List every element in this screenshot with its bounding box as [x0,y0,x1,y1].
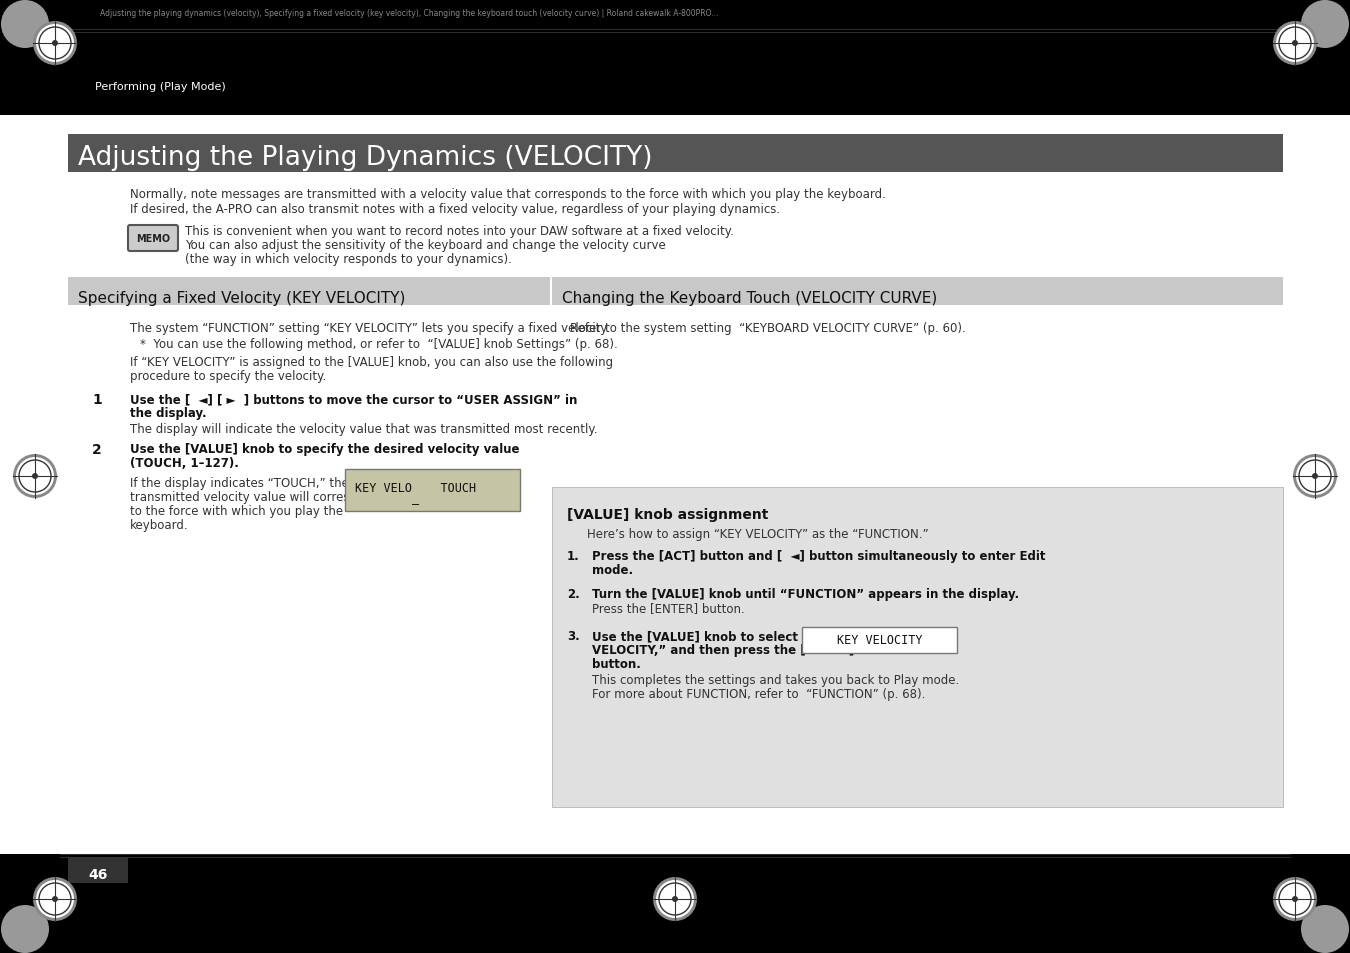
Bar [346,470,520,512]
Text: Press the [ACT] button and [  ◄] button simultaneously to enter Edit: Press the [ACT] button and [ ◄] button s… [593,550,1045,562]
Text: You can also adjust the sensitivity of the keyboard and change the velocity curv: You can also adjust the sensitivity of t… [185,239,666,252]
Text: 3.: 3. [567,629,579,642]
Circle shape [0,901,53,953]
Text: 1: 1 [92,393,101,407]
Text: keyboard.: keyboard. [130,518,189,532]
Text: VELOCITY,” and then press the [ENTER]: VELOCITY,” and then press the [ENTER] [593,643,855,657]
Text: to the force with which you play the: to the force with which you play the [130,504,343,517]
Text: Adjusting the playing dynamics (velocity), Specifying a fixed velocity (key velo: Adjusting the playing dynamics (velocity… [100,10,718,18]
Circle shape [1273,22,1318,66]
Text: 2: 2 [92,442,101,456]
Text: If the display indicates “TOUCH,” the: If the display indicates “TOUCH,” the [130,476,348,490]
Text: (TOUCH, 1–127).: (TOUCH, 1–127). [130,456,239,470]
Text: [VALUE] knob assignment: [VALUE] knob assignment [567,507,768,521]
Text: Changing the Keyboard Touch (VELOCITY CURVE): Changing the Keyboard Touch (VELOCITY CU… [562,291,937,305]
Text: This is convenient when you want to record notes into your DAW software at a fix: This is convenient when you want to reco… [185,225,734,237]
Text: mode.: mode. [593,563,633,577]
Text: KEY VELO    TOUCH: KEY VELO TOUCH [355,481,477,495]
FancyBboxPatch shape [128,226,178,252]
Circle shape [16,457,54,496]
Text: Turn the [VALUE] knob until “FUNCTION” appears in the display.: Turn the [VALUE] knob until “FUNCTION” a… [593,587,1019,600]
Circle shape [1,1,49,49]
Text: Use the [VALUE] knob to specify the desired velocity value: Use the [VALUE] knob to specify the desi… [130,442,520,456]
Circle shape [0,0,53,53]
Circle shape [653,877,697,921]
Circle shape [672,896,678,902]
Circle shape [1297,0,1350,53]
Text: If “KEY VELOCITY” is assigned to the [VALUE] knob, you can also use the followin: If “KEY VELOCITY” is assigned to the [VA… [130,355,613,369]
Circle shape [1292,896,1297,902]
Bar [0,28,1350,116]
Text: *  You can use the following method, or refer to  “[VALUE] knob Settings” (p. 68: * You can use the following method, or r… [140,337,618,351]
Text: (the way in which velocity responds to your dynamics).: (the way in which velocity responds to y… [185,253,512,266]
Circle shape [1293,455,1336,498]
Text: Normally, note messages are transmitted with a velocity value that corresponds t: Normally, note messages are transmitted … [130,188,886,201]
Bar [552,277,1282,306]
Circle shape [1292,41,1297,47]
Circle shape [14,455,57,498]
Text: 46: 46 [88,867,108,882]
Bar [68,857,128,883]
Circle shape [32,22,77,66]
Text: MEMO: MEMO [136,233,170,244]
Circle shape [1301,905,1349,953]
Text: –: – [355,497,418,511]
Circle shape [1296,457,1334,496]
Circle shape [36,25,74,63]
Text: transmitted velocity value will correspond: transmitted velocity value will correspo… [130,491,379,503]
Text: The display will indicate the velocity value that was transmitted most recently.: The display will indicate the velocity v… [130,422,598,436]
Circle shape [656,880,694,918]
Bar [68,277,549,306]
Circle shape [53,896,58,902]
Text: If desired, the A-PRO can also transmit notes with a fixed velocity value, regar: If desired, the A-PRO can also transmit … [130,203,780,215]
Circle shape [36,880,74,918]
Text: button.: button. [593,658,641,670]
Text: The system “FUNCTION” setting “KEY VELOCITY” lets you specify a fixed velocity.: The system “FUNCTION” setting “KEY VELOC… [130,322,609,335]
Text: Refer to the system setting  “KEYBOARD VELOCITY CURVE” (p. 60).: Refer to the system setting “KEYBOARD VE… [570,322,965,335]
Text: Here’s how to assign “KEY VELOCITY” as the “FUNCTION.”: Here’s how to assign “KEY VELOCITY” as t… [587,527,929,540]
Text: Adjusting the Playing Dynamics (VELOCITY): Adjusting the Playing Dynamics (VELOCITY… [78,145,652,171]
Bar [0,854,1350,953]
Circle shape [1276,25,1314,63]
Text: the display.: the display. [130,407,207,419]
Circle shape [1297,901,1350,953]
Text: Press the [ENTER] button.: Press the [ENTER] button. [593,601,745,615]
Text: 2.: 2. [567,587,579,600]
Bar [0,0,1350,28]
Bar [802,627,957,654]
Text: This completes the settings and takes you back to Play mode.: This completes the settings and takes yo… [593,673,960,686]
Text: procedure to specify the velocity.: procedure to specify the velocity. [130,370,327,382]
Bar [552,488,1282,807]
Text: Performing (Play Mode): Performing (Play Mode) [95,82,225,91]
Text: For more about FUNCTION, refer to  “FUNCTION” (p. 68).: For more about FUNCTION, refer to “FUNCT… [593,687,925,700]
Circle shape [1276,880,1314,918]
Text: Specifying a Fixed Velocity (KEY VELOCITY): Specifying a Fixed Velocity (KEY VELOCIT… [78,291,405,305]
Text: Use the [  ◄] [ ►  ] buttons to move the cursor to “USER ASSIGN” in: Use the [ ◄] [ ► ] buttons to move the c… [130,393,578,406]
Circle shape [1312,474,1318,479]
Text: Use the [VALUE] knob to select “KEY: Use the [VALUE] knob to select “KEY [593,629,836,642]
Circle shape [32,877,77,921]
Circle shape [1,905,49,953]
Text: KEY VELOCITY: KEY VELOCITY [837,634,922,647]
Circle shape [32,474,38,479]
Circle shape [53,41,58,47]
Circle shape [1273,877,1318,921]
Text: 1.: 1. [567,550,579,562]
Circle shape [1301,1,1349,49]
Bar [68,135,1282,172]
